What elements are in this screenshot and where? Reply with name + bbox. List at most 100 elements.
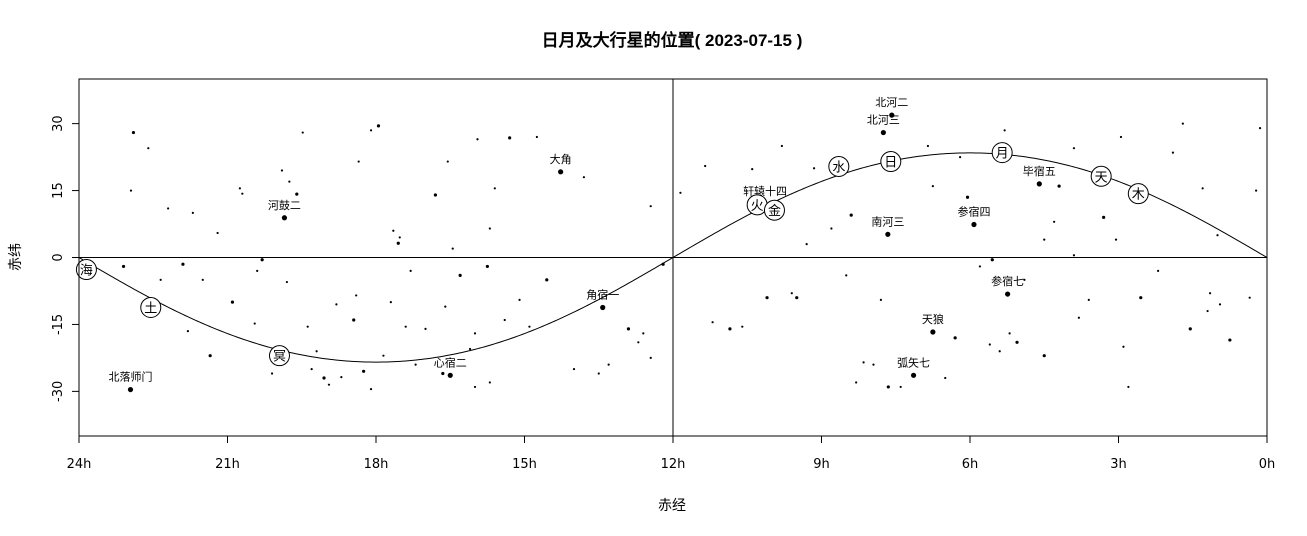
star-point: [1201, 187, 1204, 190]
star-label: 轩辕十四: [743, 184, 787, 198]
body-symbol: 火: [751, 199, 764, 214]
star-point: [582, 176, 586, 179]
star-point: [545, 278, 549, 282]
star-point: [1003, 129, 1006, 132]
star-point: [285, 280, 288, 284]
star-label: 毕宿五: [1023, 164, 1056, 178]
body-symbol: 日: [884, 156, 897, 171]
x-tick-label: 6h: [962, 457, 979, 472]
star-point: [355, 294, 358, 297]
star-point: [1139, 296, 1143, 300]
star-point: [270, 372, 274, 375]
star-point: [849, 213, 853, 217]
body-symbol: 海: [80, 264, 93, 279]
star-point: [1008, 332, 1011, 335]
body-marker: [75, 259, 97, 281]
star-point: [1072, 147, 1076, 150]
star-point: [1119, 135, 1123, 139]
star-point: [926, 144, 930, 148]
star-point: [441, 371, 445, 376]
star-point: [424, 327, 427, 330]
labeled-star-point: [281, 215, 288, 221]
star-point: [129, 189, 133, 192]
star-point: [357, 160, 360, 163]
star-point: [404, 325, 407, 328]
star-point: [256, 269, 259, 272]
star-point: [862, 361, 865, 364]
star-point: [899, 385, 902, 389]
star-point: [315, 350, 318, 353]
body-symbol: 水: [832, 160, 845, 175]
star-point: [1114, 238, 1118, 241]
star-point: [310, 367, 313, 371]
star-label: 弧矢七: [897, 355, 930, 369]
labeled-star-point: [1036, 181, 1042, 187]
body-marker: [1090, 165, 1112, 187]
star-point: [1255, 189, 1258, 192]
star-point: [241, 192, 244, 195]
star-point: [741, 325, 744, 328]
star-point: [488, 381, 491, 384]
x-tick-label: 12h: [661, 457, 686, 472]
star-label: 角宿一: [586, 287, 619, 301]
x-axis-label: 赤经: [658, 498, 686, 514]
star-point: [488, 227, 491, 230]
labeled-star-point: [447, 372, 453, 378]
star-point: [607, 363, 610, 366]
star-point: [597, 372, 600, 375]
star-point: [340, 375, 343, 379]
star-point: [978, 265, 982, 268]
star-point: [1171, 151, 1175, 154]
star-point: [795, 296, 799, 300]
star-point: [433, 193, 437, 197]
chart-title: 日月及大行星的位置( 2023-07-15 ): [542, 30, 803, 50]
star-point: [805, 243, 808, 246]
star-label: 天狼: [922, 312, 944, 326]
star-point: [1208, 292, 1212, 295]
star-point: [260, 258, 264, 262]
star-point: [1216, 234, 1219, 237]
star-point: [306, 325, 309, 328]
star-point: [1181, 122, 1184, 125]
star-point: [704, 164, 707, 168]
star-point: [147, 147, 150, 150]
star-point: [508, 136, 512, 140]
x-tick-label: 21h: [215, 457, 240, 472]
solar-system-bodies: 海土冥 火 金 水 日 月天木: [75, 142, 1149, 367]
star-point: [1057, 184, 1061, 188]
star-point: [879, 298, 883, 301]
labeled-star-point: [930, 329, 936, 335]
star-point: [626, 327, 631, 331]
star-point: [679, 191, 682, 194]
star-point: [444, 305, 447, 308]
star-point: [812, 167, 816, 170]
x-axis: 24h 21h 18h 15h 12h 9h 6h 3h 0h: [67, 435, 1276, 472]
star-point: [790, 292, 793, 295]
star-point: [409, 269, 412, 272]
star-point: [1206, 309, 1209, 313]
body-marker: [880, 151, 902, 173]
star-point: [1218, 303, 1222, 306]
star-point: [711, 321, 714, 324]
star-point: [1087, 298, 1090, 301]
star-point: [473, 332, 477, 335]
star-label: 参宿七: [991, 274, 1024, 288]
star-point: [503, 318, 506, 322]
star-point: [765, 296, 769, 300]
star-point: [191, 211, 194, 214]
x-tick-label: 0h: [1259, 457, 1276, 472]
star-point: [414, 363, 417, 366]
star-point: [396, 241, 400, 245]
star-point: [216, 231, 219, 235]
star-point: [301, 131, 304, 134]
star-point: [642, 332, 645, 335]
star-point: [1077, 316, 1080, 319]
body-symbol: 月: [996, 147, 1009, 162]
x-tick-label: 15h: [512, 457, 537, 472]
star-point: [572, 367, 576, 371]
star-label: 北落师门: [108, 370, 152, 384]
labeled-star-point: [558, 169, 564, 175]
star-point: [181, 262, 185, 266]
x-tick-label: 9h: [813, 457, 830, 472]
star-point: [1157, 269, 1160, 272]
